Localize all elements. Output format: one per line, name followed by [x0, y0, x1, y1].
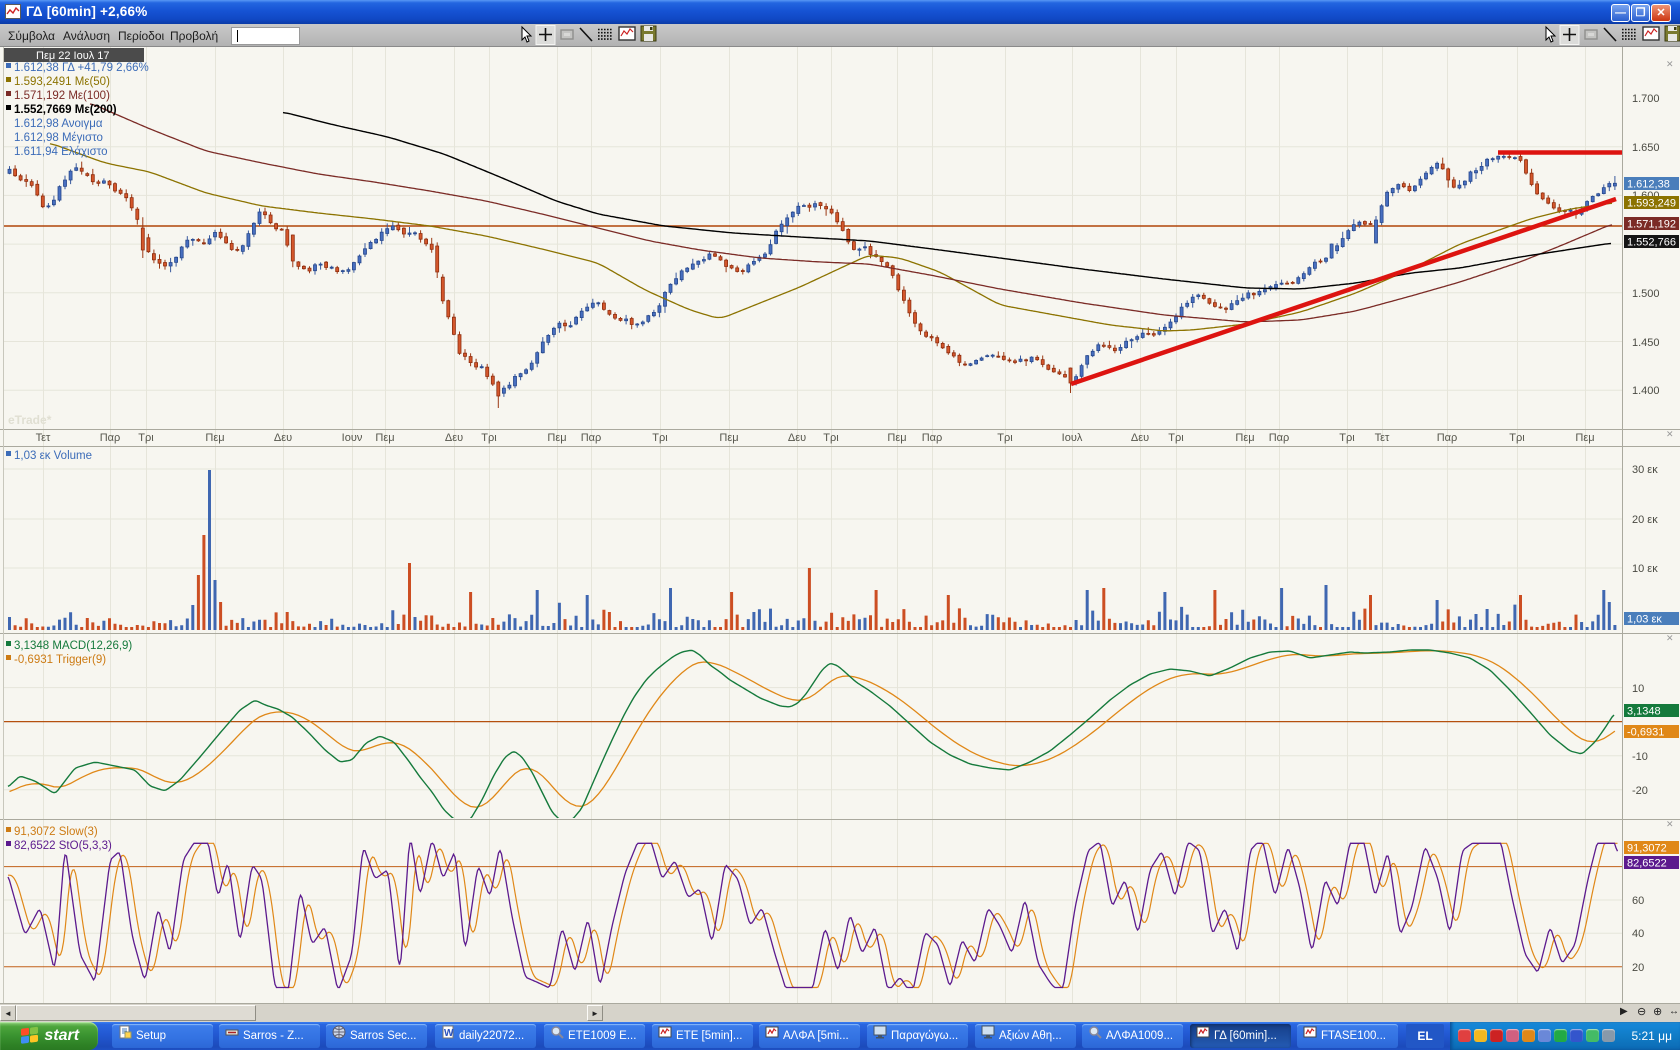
svg-text:Τρι: Τρι [997, 432, 1013, 444]
svg-text:1.571,192 Με(100): 1.571,192 Με(100) [14, 90, 110, 102]
svg-text:Δευ: Δευ [1131, 432, 1149, 444]
svg-text:Πεμ: Πεμ [547, 432, 566, 444]
svg-text:✕: ✕ [1666, 633, 1674, 643]
svg-text:-20: -20 [1632, 785, 1648, 797]
svg-text:40: 40 [1632, 928, 1644, 940]
svg-text:10: 10 [1632, 683, 1644, 695]
svg-text:Παρ: Παρ [100, 432, 121, 444]
svg-text:Πεμ: Πεμ [1575, 432, 1594, 444]
svg-text:1.552,766: 1.552,766 [1627, 237, 1676, 249]
svg-text:Τρι: Τρι [1509, 432, 1525, 444]
svg-text:Ιουν: Ιουν [342, 432, 363, 444]
svg-text:✕: ✕ [1666, 819, 1674, 829]
svg-text:Πεμ 22 Ιουλ 17: Πεμ 22 Ιουλ 17 [36, 50, 110, 62]
svg-text:Τρι: Τρι [481, 432, 497, 444]
svg-text:Τετ: Τετ [36, 432, 51, 444]
svg-text:91,3072 Slow(3): 91,3072 Slow(3) [14, 826, 98, 838]
svg-text:Παρ: Παρ [922, 432, 943, 444]
svg-text:60: 60 [1632, 895, 1644, 907]
svg-text:-10: -10 [1632, 751, 1648, 763]
svg-text:1.593,249: 1.593,249 [1627, 198, 1676, 210]
svg-text:1.612,38: 1.612,38 [1627, 179, 1670, 191]
svg-text:Πεμ: Πεμ [205, 432, 224, 444]
svg-text:82,6522: 82,6522 [1627, 858, 1667, 870]
svg-text:1.450: 1.450 [1632, 337, 1660, 349]
svg-text:91,3072: 91,3072 [1627, 843, 1667, 855]
svg-text:Τρι: Τρι [652, 432, 668, 444]
svg-text:Δευ: Δευ [445, 432, 463, 444]
svg-text:Παρ: Παρ [1269, 432, 1290, 444]
svg-text:1.612,38 ΓΔ +41,79 2,66%: 1.612,38 ΓΔ +41,79 2,66% [14, 62, 149, 74]
svg-text:1.400: 1.400 [1632, 385, 1660, 397]
svg-text:-0,6931: -0,6931 [1627, 727, 1664, 739]
svg-text:1.571,192: 1.571,192 [1627, 219, 1676, 231]
svg-text:1.552,7669 Με(200): 1.552,7669 Με(200) [14, 104, 117, 116]
svg-text:1.593,2491 Με(50): 1.593,2491 Με(50) [14, 76, 110, 88]
svg-text:Παρ: Παρ [1437, 432, 1458, 444]
svg-text:1.612,98 Μέγιστο: 1.612,98 Μέγιστο [14, 132, 103, 144]
svg-text:Δευ: Δευ [788, 432, 806, 444]
svg-text:Τετ: Τετ [1375, 432, 1390, 444]
svg-text:82,6522 StO(5,3,3): 82,6522 StO(5,3,3) [14, 840, 112, 852]
svg-text:20: 20 [1632, 962, 1644, 974]
svg-text:20 εκ: 20 εκ [1632, 514, 1658, 526]
svg-text:1.700: 1.700 [1632, 93, 1660, 105]
svg-text:Παρ: Παρ [581, 432, 602, 444]
svg-text:Τρι: Τρι [138, 432, 154, 444]
svg-text:Πεμ: Πεμ [719, 432, 738, 444]
svg-text:1.612,98 Ανοιγμα: 1.612,98 Ανοιγμα [14, 118, 103, 130]
svg-text:1.611,94 Ελάχιστο: 1.611,94 Ελάχιστο [14, 146, 107, 158]
svg-text:W: W [444, 1028, 454, 1039]
svg-text:1,03 εκ Volume: 1,03 εκ Volume [14, 450, 92, 462]
svg-text:Δευ: Δευ [274, 432, 292, 444]
svg-text:1.500: 1.500 [1632, 288, 1660, 300]
svg-text:30 εκ: 30 εκ [1632, 464, 1658, 476]
svg-text:Τρι: Τρι [1339, 432, 1355, 444]
svg-text:-0,6931 Trigger(9): -0,6931 Trigger(9) [14, 654, 106, 666]
svg-text:Τρι: Τρι [1168, 432, 1184, 444]
svg-text:1,03 εκ: 1,03 εκ [1627, 614, 1662, 626]
svg-text:eTrade*: eTrade* [8, 413, 52, 427]
svg-text:1.650: 1.650 [1632, 142, 1660, 154]
svg-text:Πεμ: Πεμ [1235, 432, 1254, 444]
svg-text:Ιουλ: Ιουλ [1062, 432, 1083, 444]
svg-text:3,1348: 3,1348 [1627, 706, 1661, 718]
svg-text:✕: ✕ [1666, 429, 1674, 439]
svg-text:Τρι: Τρι [823, 432, 839, 444]
svg-text:✕: ✕ [1666, 59, 1674, 69]
svg-text:10 εκ: 10 εκ [1632, 563, 1658, 575]
svg-text:3,1348 MACD(12,26,9): 3,1348 MACD(12,26,9) [14, 640, 132, 652]
svg-text:Πεμ: Πεμ [375, 432, 394, 444]
svg-text:Πεμ: Πεμ [887, 432, 906, 444]
